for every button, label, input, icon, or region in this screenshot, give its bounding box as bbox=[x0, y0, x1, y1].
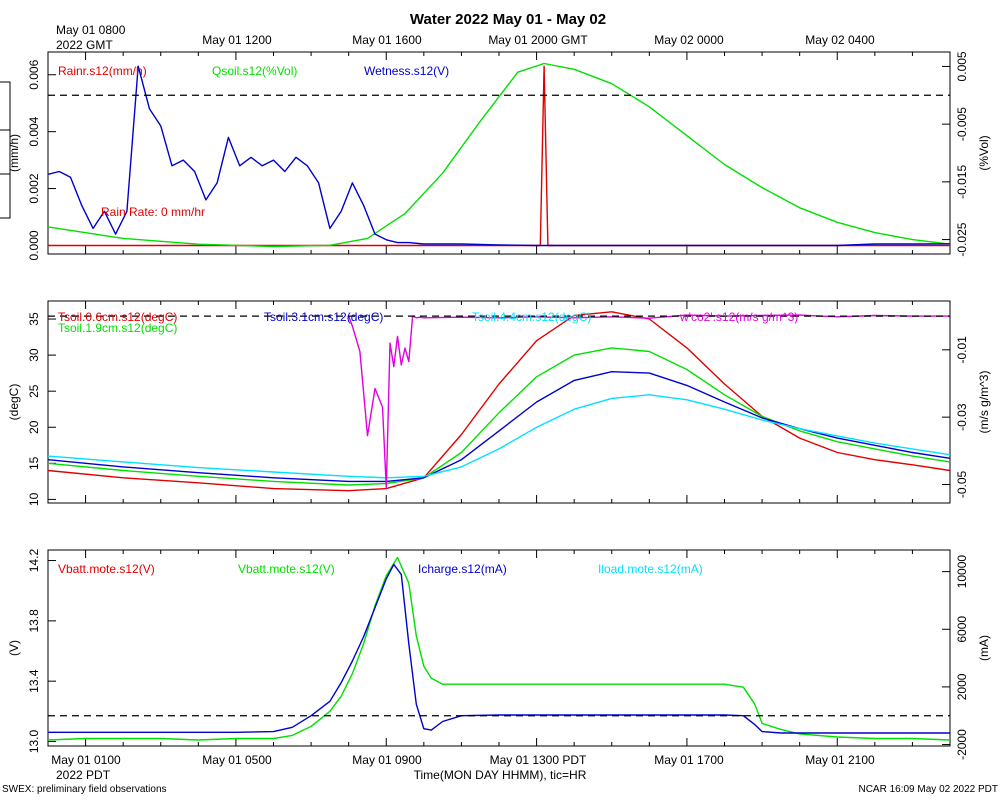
legend-entry: Vbatt.mote.s12(V) bbox=[238, 562, 335, 576]
chart-title: Water 2022 May 01 - May 02 bbox=[410, 11, 606, 28]
right-tick-label: -0.025 bbox=[955, 222, 969, 256]
left-tick-label: 13.4 bbox=[27, 669, 41, 693]
left-tick-label: 20 bbox=[27, 420, 41, 434]
bottom-time-axis: May 01 0100 May 01 0500 May 01 0900 May … bbox=[51, 753, 875, 782]
bottom-axis-label: May 01 2100 bbox=[805, 753, 875, 767]
top-axis-label: May 02 0400 bbox=[805, 33, 875, 47]
left-tick-label: 35 bbox=[27, 312, 41, 326]
left-tick-label: 13.0 bbox=[27, 729, 41, 753]
series-line-tsoil-1-9cm-s12 bbox=[47, 347, 951, 486]
left-tick-label: 25 bbox=[27, 384, 41, 398]
right-tick-label: -2000 bbox=[955, 729, 969, 760]
left-tick-label: 0.002 bbox=[27, 173, 41, 203]
left-tick-label: 10 bbox=[27, 492, 41, 506]
legend-entry: w'co2'.s12(m/s g/m^3) bbox=[679, 310, 798, 324]
bottom-axis-label: May 01 0900 bbox=[352, 753, 422, 767]
right-tick-label: 2000 bbox=[955, 673, 969, 700]
left-tick-label: 14.2 bbox=[27, 549, 41, 573]
left-edge-bracket bbox=[0, 81, 11, 219]
top-axis-label: May 02 0000 bbox=[654, 33, 724, 47]
right-tick-label: 0.005 bbox=[955, 51, 969, 81]
left-axis-label: (mm/h) bbox=[7, 134, 21, 172]
right-tick-label: 6000 bbox=[955, 616, 969, 643]
right-axis-label: (%Vol) bbox=[977, 135, 991, 170]
plot-frame bbox=[47, 300, 951, 504]
plot-frame bbox=[47, 51, 951, 255]
series-line-wetness-s12 bbox=[47, 65, 951, 247]
left-axis-label: (V) bbox=[7, 640, 21, 656]
legend-entry: Wetness.s12(V) bbox=[364, 64, 449, 78]
series-line-vbatt-mote-s12 bbox=[47, 556, 951, 741]
top-axis-first-label-line2: 2022 GMT bbox=[56, 38, 113, 52]
left-tick-label: 15 bbox=[27, 456, 41, 470]
left-tick-label: 0.004 bbox=[27, 116, 41, 146]
top-axis-label: May 01 2000 GMT bbox=[488, 33, 588, 47]
rain-rate-annotation: Rain Rate: 0 mm/hr bbox=[101, 205, 205, 219]
legend-entry: Iload.mote.s12(mA) bbox=[598, 562, 703, 576]
series-line-tsoil-0-6cm-s12 bbox=[47, 311, 951, 492]
bottom-axis-label: May 01 0100 bbox=[51, 753, 121, 767]
footer-left: SWEX: preliminary field observations bbox=[2, 784, 167, 795]
bottom-axis-first-label-line2: 2022 PDT bbox=[56, 768, 111, 782]
footer-right: NCAR 16:09 May 02 2022 PDT bbox=[858, 784, 998, 795]
panel-water: 0.000 0.002 0.004 0.006 (mm/h) -0.025 -0.015 -0… bbox=[7, 51, 991, 260]
legend-entry: Icharge.s12(mA) bbox=[418, 562, 507, 576]
plot-frame bbox=[47, 549, 951, 747]
bottom-axis-label: May 01 0500 bbox=[202, 753, 272, 767]
x-axis-title: Time(MON DAY HHMM), tic=HR bbox=[414, 768, 587, 782]
series-line-tsoil-4-4cm-s12 bbox=[47, 394, 951, 479]
left-tick-label: 30 bbox=[27, 348, 41, 362]
legend-entry: Tsoil.4.4cm.s12(degC) bbox=[472, 310, 591, 324]
panel-soil-temp: 10 15 20 25 30 35 (degC) -0.05 -0.03 -0.01 (m/s g/… bbox=[7, 300, 991, 506]
legend-entry: Vbatt.mote.s12(V) bbox=[58, 562, 155, 576]
top-axis-label: May 01 1200 bbox=[202, 33, 272, 47]
legend-entry: Rainr.s12(mm/h) bbox=[58, 64, 147, 78]
top-time-axis: May 01 0800 2022 GMT May 01 1200 May 01 … bbox=[56, 23, 875, 52]
right-axis-label: (mA) bbox=[977, 635, 991, 661]
series-line-w-co2-s12 bbox=[348, 314, 950, 489]
legend-entry: Tsoil.0.6cm.s12(degC) bbox=[58, 310, 177, 324]
series-line-icharge-s12 bbox=[48, 563, 950, 734]
right-tick-label: -0.015 bbox=[955, 165, 969, 199]
right-axis-label: (m/s g/m^3) bbox=[977, 371, 991, 434]
left-tick-label: 0.000 bbox=[27, 230, 41, 260]
right-tick-label: -0.005 bbox=[955, 107, 969, 141]
left-axis-label: (degC) bbox=[7, 384, 21, 421]
top-axis-label: May 01 1600 bbox=[352, 33, 422, 47]
right-tick-label: 10000 bbox=[955, 555, 969, 589]
top-axis-first-label-line1: May 01 0800 bbox=[56, 23, 126, 37]
bottom-axis-label: May 01 1300 PDT bbox=[490, 753, 587, 767]
series-line-tsoil-3-1cm-s12 bbox=[47, 371, 951, 483]
legend-entry: Tsoil.1.9cm.s12(degC) bbox=[58, 321, 177, 335]
series-line-qsoil-s12 bbox=[47, 62, 951, 248]
bottom-axis-label: May 01 1700 bbox=[654, 753, 724, 767]
right-tick-label: -0.03 bbox=[955, 403, 969, 431]
left-tick-label: 13.8 bbox=[27, 609, 41, 633]
legend-entry: Qsoil.s12(%Vol) bbox=[212, 64, 297, 78]
panel-power: 13.0 13.4 13.8 14.2 (V) -2000 2000 6000 10000 (mA… bbox=[7, 549, 991, 760]
legend-entry: Tsoil.3.1cm.s12(degC) bbox=[264, 310, 383, 324]
right-tick-label: -0.05 bbox=[955, 470, 969, 498]
left-tick-label: 0.006 bbox=[27, 59, 41, 89]
right-tick-label: -0.01 bbox=[955, 336, 969, 364]
